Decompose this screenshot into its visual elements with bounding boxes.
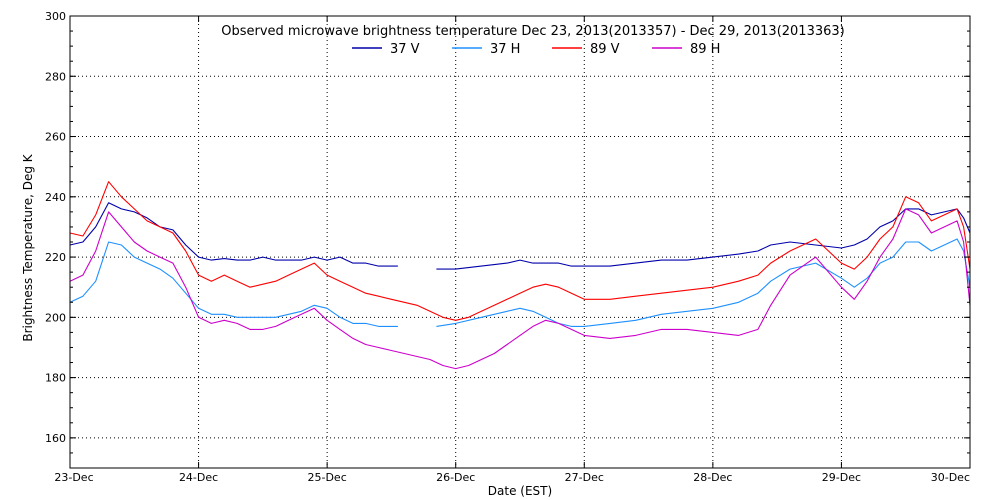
y-axis-label: Brightness Temperature, Deg K (21, 153, 35, 341)
series-line-37-h (69, 238, 971, 327)
y-tick-label: 260 (45, 131, 66, 144)
plot-frame (69, 15, 971, 469)
series-line-37-v (69, 202, 971, 270)
x-tick-label: 24-Dec (179, 471, 218, 484)
grid (70, 16, 970, 468)
y-tick-label: 180 (45, 372, 66, 385)
y-tick-label: 160 (45, 432, 66, 445)
x-tick-label: 23-Dec (54, 471, 93, 484)
axes: 160 180 200 220 240 260 280 300 23-Dec 24-Dec 25-D… (45, 10, 971, 484)
x-tick-label: 27-Dec (565, 471, 604, 484)
legend: 37 V 37 H 89 V 89 H (352, 42, 720, 57)
series-line-89-h (69, 208, 971, 370)
series-line-89-v (69, 181, 971, 321)
x-axis-label: Date (EST) (488, 484, 552, 498)
y-tick-label: 280 (45, 70, 66, 83)
chart-title: Observed microwave brightness temperatur… (221, 24, 845, 39)
x-tick-label: 25-Dec (308, 471, 347, 484)
y-tick-label: 200 (45, 311, 66, 324)
y-tick-label: 300 (45, 10, 66, 23)
x-tick-label: 26-Dec (436, 471, 475, 484)
y-tick-label: 220 (45, 251, 66, 264)
legend-label: 37 V (390, 42, 420, 57)
x-tick-label: 29-Dec (822, 471, 861, 484)
x-tick-label: 30-Dec (931, 471, 970, 484)
series-group (69, 181, 971, 370)
legend-label: 89 H (690, 42, 720, 57)
legend-label: 37 H (490, 42, 520, 57)
legend-label: 89 V (590, 42, 620, 57)
y-tick-label: 240 (45, 191, 66, 204)
x-tick-label: 28-Dec (693, 471, 732, 484)
